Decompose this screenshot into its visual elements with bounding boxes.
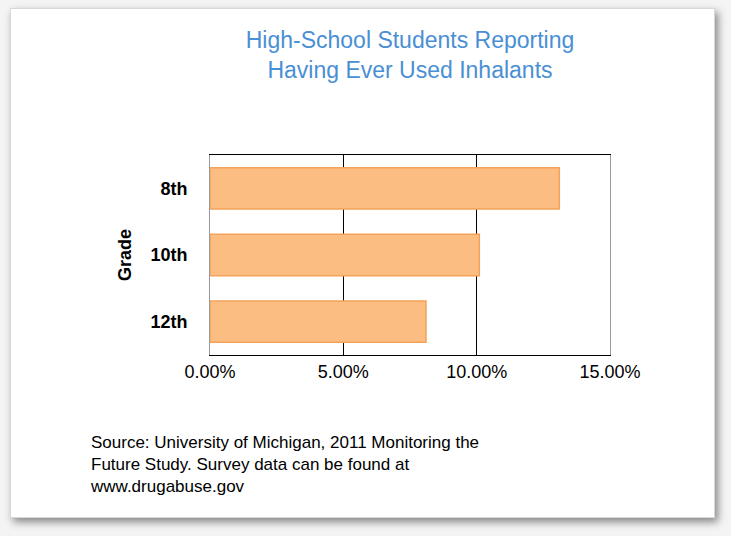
svg-text:10.00%: 10.00% <box>446 362 507 382</box>
svg-text:10th: 10th <box>150 245 187 265</box>
svg-text:Source: University of Michigan: Source: University of Michigan, 2011 Mon… <box>90 433 479 496</box>
svg-text:8th: 8th <box>160 179 187 199</box>
svg-text:0.00%: 0.00% <box>184 362 235 382</box>
svg-text:Grade: Grade <box>115 229 135 281</box>
svg-text:5.00%: 5.00% <box>318 362 369 382</box>
svg-text:High-School Students Reporting: High-School Students ReportingHaving Eve… <box>246 27 575 83</box>
svg-text:15.00%: 15.00% <box>579 362 640 382</box>
svg-text:12th: 12th <box>150 312 187 332</box>
